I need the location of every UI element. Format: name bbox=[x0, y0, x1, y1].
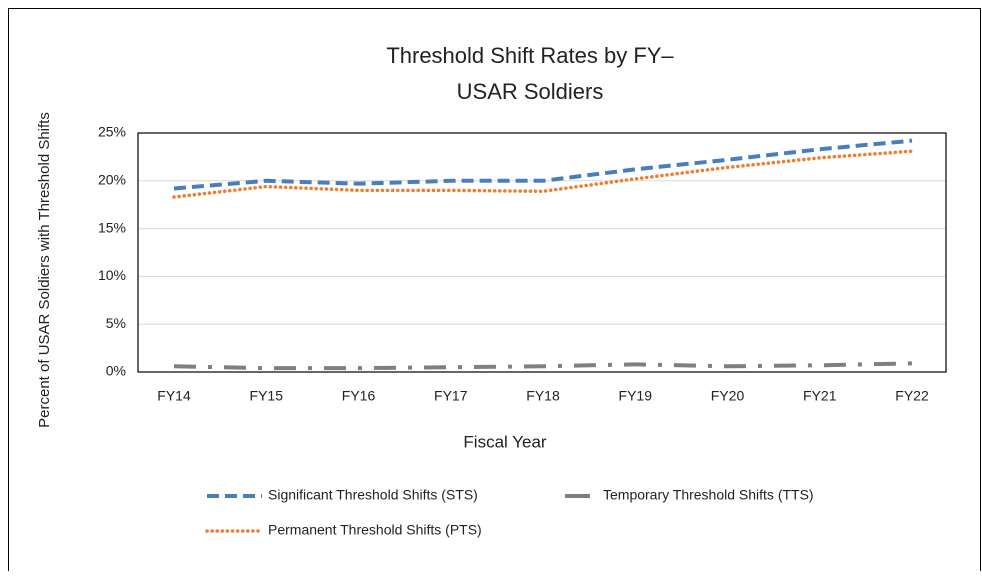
chart-title: USAR Soldiers bbox=[457, 79, 604, 104]
x-axis-label: Fiscal Year bbox=[463, 432, 546, 451]
y-axis-label: Percent of USAR Soldiers with Threshold … bbox=[36, 112, 53, 428]
series-line bbox=[173, 361, 913, 371]
legend-label: Permanent Threshold Shifts (PTS) bbox=[268, 522, 482, 538]
legend-label: Significant Threshold Shifts (STS) bbox=[268, 487, 478, 503]
series-line bbox=[173, 138, 913, 191]
series-line bbox=[172, 149, 914, 199]
x-tick-label: FY18 bbox=[526, 388, 560, 404]
x-tick-label: FY21 bbox=[803, 388, 837, 404]
y-tick-label: 0% bbox=[106, 363, 126, 379]
legend-label: Temporary Threshold Shifts (TTS) bbox=[603, 487, 814, 503]
x-tick-label: FY15 bbox=[250, 388, 284, 404]
chart-title: Threshold Shift Rates by FY– bbox=[386, 43, 674, 68]
y-tick-label: 5% bbox=[106, 315, 126, 331]
plot-frame bbox=[137, 132, 947, 373]
x-tick-label: FY19 bbox=[619, 388, 653, 404]
y-tick-label: 10% bbox=[98, 267, 126, 283]
y-tick-label: 15% bbox=[98, 219, 126, 235]
frame bbox=[8, 8, 981, 576]
x-tick-label: FY14 bbox=[157, 388, 191, 404]
y-tick-label: 20% bbox=[98, 172, 126, 188]
y-tick-label: 25% bbox=[98, 124, 126, 140]
x-tick-label: FY22 bbox=[895, 388, 929, 404]
x-tick-label: FY17 bbox=[434, 388, 468, 404]
x-tick-label: FY20 bbox=[711, 388, 745, 404]
x-tick-label: FY16 bbox=[342, 388, 376, 404]
